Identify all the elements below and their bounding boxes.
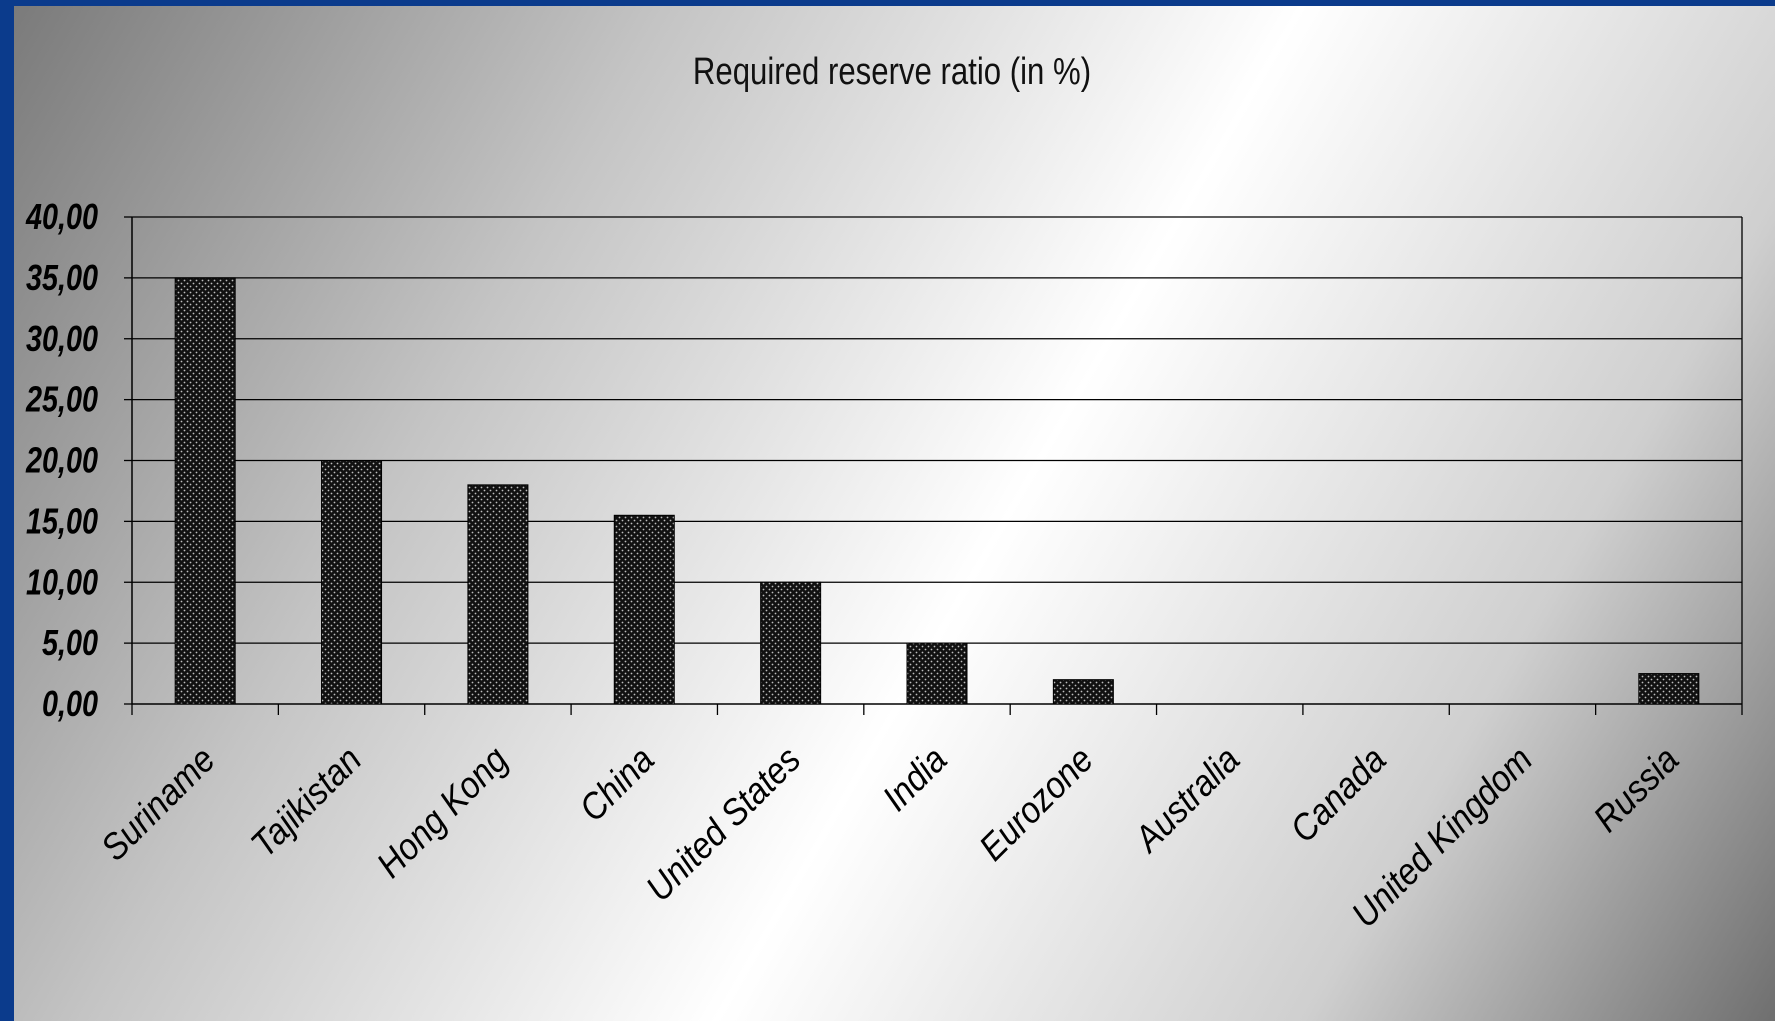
slide-background [8,6,1775,1021]
gridlines [132,216,1742,644]
y-tick-label: 35,00 [26,257,98,298]
x-tick-label: Australia [1126,739,1248,861]
x-tick-label: Canada [1283,739,1394,850]
x-tick-label: China [572,739,663,830]
y-tick-label: 40,00 [25,196,98,237]
bar-china [613,514,675,705]
x-tick-label: India [875,739,955,819]
x-tick-label: Suriname [93,739,223,869]
y-tick-label: 30,00 [26,318,98,359]
y-tick-label: 15,00 [26,500,98,541]
bar-india [906,642,968,705]
x-tick-label: Eurozone [972,739,1102,869]
bar-suriname [174,277,236,705]
chart-title: Required reserve ratio (in %) [693,51,1091,93]
x-tick-label: Hong Kong [369,739,516,886]
y-tick-label: 0,00 [42,683,98,724]
bars [174,277,1700,705]
y-tick-label: 20,00 [25,439,98,480]
x-tick-label: Tajikistan [243,739,369,865]
bar-eurozone [1052,679,1114,705]
y-tick-label: 25,00 [25,378,98,419]
bar-russia [1638,673,1700,705]
y-tick-label: 5,00 [42,622,98,663]
y-tick-labels: 0,00 5,00 10,00 15,00 20,00 25,00 30,00 35,00 40… [25,196,98,724]
x-tick-label: United States [638,739,808,909]
x-tick-label: Russia [1586,739,1687,840]
bar-united-states [760,581,822,705]
y-tick-label: 10,00 [26,561,98,602]
bar-tajikistan [321,460,383,705]
bar-hong-kong [467,484,529,705]
